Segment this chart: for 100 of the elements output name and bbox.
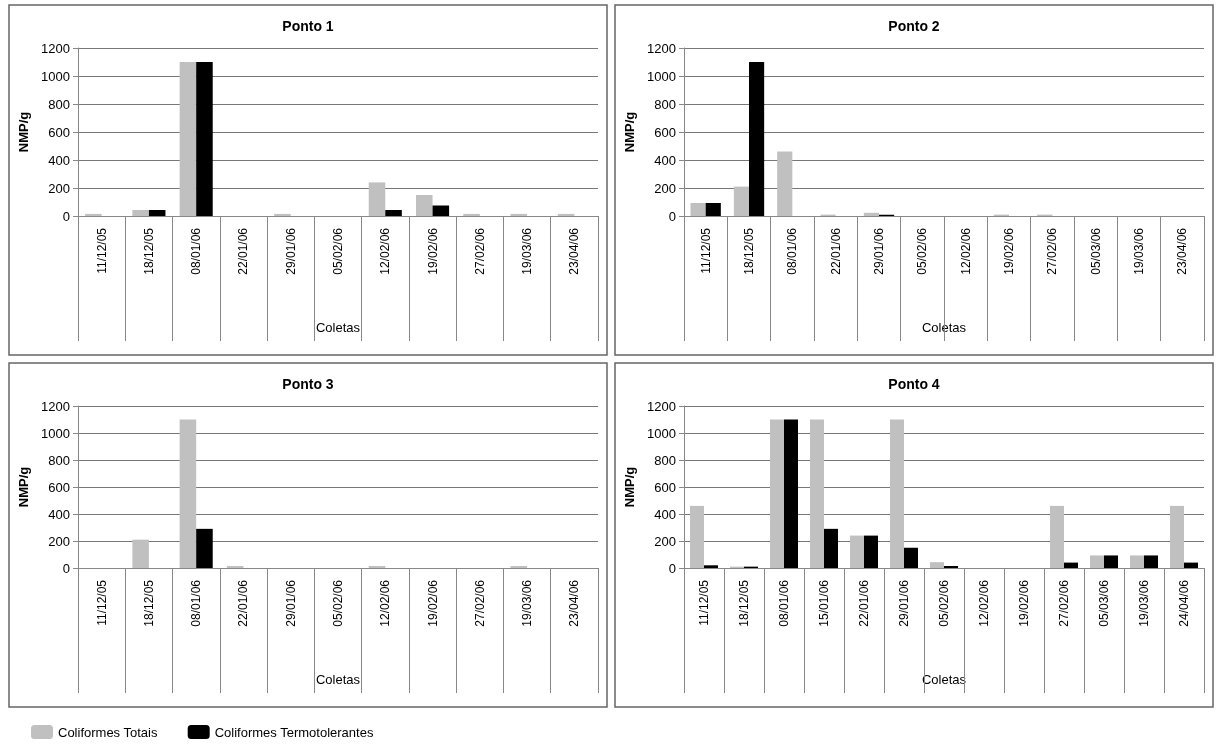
- y-tick-label: 1000: [647, 68, 676, 84]
- y-tick-label: 1000: [41, 68, 70, 84]
- y-tick-label: 800: [48, 96, 70, 112]
- bar: [850, 535, 864, 568]
- x-axis-title: Coletas: [315, 672, 361, 687]
- x-tick-label: 18/12/05: [737, 579, 751, 627]
- x-tick-label: 23/04/06: [1175, 227, 1190, 275]
- y-tick-label: 200: [654, 180, 676, 196]
- x-tick-label: 11/12/05: [94, 227, 109, 274]
- x-tick-label: 08/01/06: [189, 579, 204, 627]
- bar: [385, 209, 402, 216]
- x-tick-label: 19/03/06: [520, 579, 535, 627]
- y-tick-label: 400: [654, 506, 676, 522]
- x-tick-label: 19/02/06: [425, 227, 440, 275]
- y-tick-label: 1200: [647, 40, 676, 56]
- y-tick-label: 400: [48, 152, 70, 168]
- bar: [148, 209, 166, 216]
- x-tick-label: 12/02/06: [378, 579, 393, 627]
- bar: [85, 213, 102, 216]
- bar: [1184, 562, 1198, 568]
- bar: [824, 528, 838, 568]
- bar: [432, 205, 450, 216]
- x-tick-label: 18/12/05: [141, 227, 156, 275]
- y-tick-label: 0: [668, 208, 676, 224]
- bar: [704, 565, 718, 568]
- x-tick-label: 29/01/06: [283, 227, 298, 275]
- y-tick-label: 600: [654, 479, 676, 495]
- bar: [368, 182, 386, 216]
- y-tick-label: 800: [48, 452, 70, 468]
- y-tick-label: 600: [654, 124, 676, 140]
- x-tick-label: 19/03/06: [1132, 227, 1146, 275]
- x-tick-label: 19/03/06: [520, 227, 535, 275]
- bar: [863, 212, 879, 216]
- x-tick-label: 08/01/06: [777, 579, 791, 627]
- bar: [1144, 555, 1158, 568]
- x-tick-label: 05/03/06: [1097, 579, 1111, 627]
- x-tick-label: 05/02/06: [915, 227, 930, 275]
- x-tick-label: 05/02/06: [331, 227, 345, 275]
- x-tick-label: 23/04/06: [567, 227, 582, 275]
- bar: [690, 505, 704, 568]
- x-tick-label: 22/01/06: [236, 227, 251, 275]
- x-tick-label: 29/01/06: [872, 227, 886, 275]
- bar: [463, 213, 480, 216]
- bar: [179, 62, 197, 216]
- x-tick-label: 08/01/06: [189, 227, 204, 275]
- x-tick-label: 12/02/06: [977, 579, 991, 627]
- bar: [777, 151, 793, 216]
- x-tick-label: 23/04/06: [567, 579, 582, 627]
- x-tick-label: 11/12/05: [697, 579, 711, 626]
- y-axis-title: NMP/g: [16, 466, 32, 508]
- bar: [274, 213, 291, 216]
- y-tick-label: 0: [668, 560, 676, 576]
- bar: [557, 213, 575, 216]
- bar: [132, 209, 149, 216]
- legend-label: Coliformes Termotolerantes: [214, 724, 374, 740]
- y-tick-label: 400: [48, 506, 70, 522]
- x-tick-label: 19/02/06: [1017, 579, 1031, 627]
- y-tick-label: 400: [654, 152, 676, 168]
- y-tick-label: 200: [48, 533, 70, 549]
- y-tick-label: 0: [62, 560, 70, 576]
- bar: [1090, 555, 1104, 568]
- bar: [890, 419, 904, 568]
- y-tick-label: 1200: [41, 40, 70, 56]
- bar: [196, 528, 213, 568]
- y-axis-title: NMP/g: [622, 111, 638, 153]
- chart-title: Ponto 2: [888, 18, 940, 34]
- y-axis-title: NMP/g: [16, 111, 32, 153]
- x-tick-label: 22/01/06: [236, 579, 251, 627]
- x-tick-label: 29/01/06: [283, 579, 298, 627]
- bar: [930, 562, 944, 568]
- bar: [944, 565, 958, 568]
- x-tick-label: 15/01/06: [817, 579, 831, 627]
- x-tick-label: 11/12/05: [698, 227, 713, 274]
- y-tick-label: 800: [654, 96, 676, 112]
- y-tick-label: 200: [654, 533, 676, 549]
- y-tick-label: 1200: [647, 398, 676, 414]
- x-tick-label: 22/01/06: [828, 227, 843, 275]
- x-tick-label: 08/01/06: [785, 227, 800, 275]
- bar: [705, 202, 721, 216]
- x-tick-label: 19/03/06: [1137, 579, 1151, 627]
- y-tick-label: 600: [48, 479, 70, 495]
- bar: [810, 419, 824, 568]
- x-tick-label: 12/02/06: [958, 227, 973, 275]
- bar: [1130, 555, 1144, 568]
- bar: [132, 539, 149, 568]
- bar: [196, 62, 213, 216]
- x-axis-title: Coletas: [315, 320, 361, 335]
- x-tick-label: 27/02/06: [1057, 579, 1071, 627]
- bar: [864, 535, 878, 568]
- x-tick-label: 05/02/06: [937, 579, 951, 627]
- x-tick-label: 05/03/06: [1088, 227, 1103, 275]
- y-tick-label: 600: [48, 124, 70, 140]
- y-tick-label: 1200: [41, 398, 70, 414]
- x-tick-label: 27/02/06: [1045, 227, 1060, 275]
- bar: [510, 565, 528, 568]
- bar: [733, 186, 749, 216]
- chart-title: Ponto 4: [888, 376, 940, 392]
- y-tick-label: 200: [48, 180, 70, 196]
- x-tick-label: 29/01/06: [897, 579, 911, 627]
- x-tick-label: 27/02/06: [472, 227, 487, 275]
